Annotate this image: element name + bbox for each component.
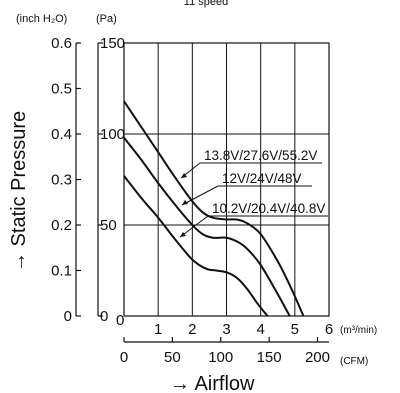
inch-tick-label: 0.5 <box>51 81 72 98</box>
inch-tick-label: 0.1 <box>51 263 72 280</box>
series-leader-3 <box>179 215 209 238</box>
series-label-1: 13.8V/27.6V/55.2V <box>204 148 317 163</box>
x-axis-label: → Airflow <box>170 373 255 393</box>
m3-tick-label: 3 <box>222 321 230 338</box>
series-arrow-1 <box>181 173 187 178</box>
series-line-2 <box>123 137 291 317</box>
inch-tick-label: 0.4 <box>51 126 72 143</box>
m3-tick-label: 1 <box>154 321 162 338</box>
series-arrow-3 <box>180 232 186 237</box>
inch-tick-label: 0.3 <box>51 172 72 189</box>
cfm-tick-label: 150 <box>257 349 282 366</box>
inch-tick-label: 0.6 <box>51 35 72 52</box>
cfm-tick-label: 0 <box>120 349 128 366</box>
inch-tick-label: 0 <box>64 308 72 325</box>
pa-tick-label: 0 <box>100 308 108 325</box>
curves <box>123 100 305 317</box>
grid-lines <box>123 42 330 317</box>
m3-tick-label: 4 <box>256 321 264 338</box>
cfm-tick-label: 50 <box>164 349 181 366</box>
m3-tick-label: 6 <box>325 321 333 338</box>
pa-tick-label: 100 <box>100 126 125 143</box>
series-line-1 <box>123 100 305 317</box>
series-leader-2 <box>181 185 219 206</box>
inch-axis-unit: (inch H₂O) <box>16 13 67 25</box>
x-unit-m3: (m³/min) <box>340 325 377 336</box>
m3-tick-label: 5 <box>291 321 299 338</box>
series-labels: 13.8V/27.6V/55.2V 12V/24V/48V 10.2V/20.4V/… <box>179 148 328 238</box>
series-line-3 <box>123 175 269 317</box>
y-axis-label: → Static Pressure <box>8 111 30 272</box>
x-zero-label: 0 <box>116 312 124 329</box>
tick-labels: 0 0.1 0.2 0.3 0.4 0.5 0.6 0 50 100 150 1 2 3 4 5 6 0 50 100… <box>51 35 333 366</box>
pa-tick-label: 50 <box>100 217 117 234</box>
series-label-2: 12V/24V/48V <box>222 171 302 186</box>
x-unit-cfm: (CFM) <box>340 356 368 367</box>
cfm-tick-label: 200 <box>305 349 330 366</box>
pa-axis-unit: (Pa) <box>96 13 117 25</box>
series-label-3: 10.2V/20.4V/40.8V <box>212 201 325 216</box>
pa-tick-label: 150 <box>100 35 125 52</box>
m3-tick-label: 2 <box>188 321 196 338</box>
inch-tick-label: 0.2 <box>51 217 72 234</box>
chart-title: 11 speed <box>184 0 228 8</box>
axes <box>75 42 329 343</box>
cfm-tick-label: 100 <box>208 349 233 366</box>
series-arrow-2 <box>182 200 188 205</box>
